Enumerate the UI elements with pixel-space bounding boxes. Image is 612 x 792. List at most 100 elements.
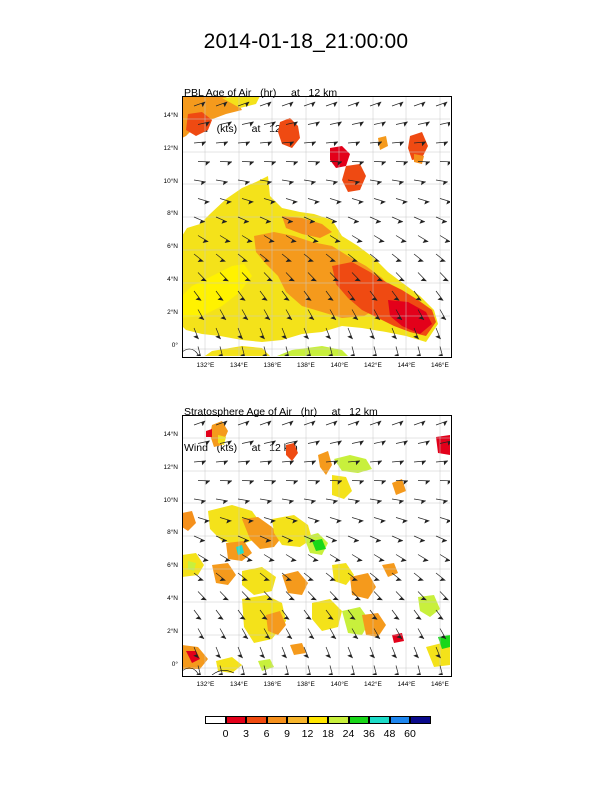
wind-barb	[281, 253, 292, 262]
wind-barb	[329, 517, 342, 522]
wind-barb-flag	[307, 258, 314, 262]
wind-barb	[439, 309, 447, 321]
wind-barb-flag	[419, 539, 425, 543]
wind-barb	[439, 235, 450, 242]
wind-barb	[281, 101, 294, 107]
wind-barb-flag	[377, 141, 382, 147]
wind-barb-flag	[421, 460, 426, 466]
wind-barb-flag	[372, 354, 377, 356]
wind-barb-flag	[397, 220, 403, 224]
wind-barb	[435, 290, 444, 301]
wind-barb-flag	[446, 200, 450, 205]
wind-barb-flag	[306, 673, 311, 675]
wind-barb-flag	[201, 141, 206, 147]
wind-barb-flag	[239, 297, 246, 301]
wind-barb	[325, 216, 338, 223]
wind-barb	[193, 216, 206, 223]
lon-label: 132°E	[196, 362, 215, 369]
wind-barb-flag	[337, 121, 342, 127]
wind-barb-flag	[374, 635, 380, 639]
wind-barb-flag	[421, 141, 426, 147]
wind-barb-flag	[421, 500, 426, 505]
wind-barb	[347, 290, 356, 301]
wind-barb	[281, 460, 294, 463]
wind-barb	[325, 327, 331, 340]
wind-barb	[435, 327, 441, 340]
wind-barb	[351, 272, 361, 282]
wind-barb-flag	[397, 539, 403, 543]
wind-barb	[241, 665, 245, 675]
wind-barb	[303, 141, 316, 144]
wind-barb-flag	[261, 616, 268, 620]
wind-barb-flag	[315, 480, 320, 485]
wind-barb	[439, 591, 449, 601]
wind-barb-flag	[333, 101, 338, 108]
wind-barb-flag	[263, 577, 270, 581]
wind-barb	[263, 272, 273, 282]
wind-barb-flag	[242, 635, 248, 639]
wind-barb	[197, 665, 201, 675]
wind-barb-flag	[267, 500, 272, 505]
wind-barb	[391, 141, 404, 144]
wind-barb	[351, 346, 355, 356]
wind-barb	[285, 665, 289, 675]
wind-barb-flag	[286, 316, 292, 320]
wind-barb	[373, 517, 386, 522]
colorbar-label: 60	[404, 728, 416, 740]
wind-barb-flag	[199, 220, 205, 224]
wind-barb	[197, 309, 205, 321]
wind-barb	[259, 179, 272, 183]
wind-barb	[193, 290, 202, 301]
wind-barb	[369, 141, 382, 144]
wind-barb-flag	[311, 181, 316, 186]
wind-barb-flag	[332, 597, 339, 601]
wind-barb	[413, 460, 426, 463]
wind-barb-flag	[223, 460, 228, 466]
wind-barb-flag	[376, 278, 383, 282]
wind-barb-flag	[393, 616, 400, 620]
wind-barb-flag	[327, 616, 334, 620]
pbl-map-frame	[182, 96, 452, 358]
wind-barb-flag	[325, 335, 331, 340]
wind-barb	[351, 665, 355, 675]
wind-barb	[413, 216, 426, 223]
lon-label: 132°E	[196, 681, 215, 688]
wind-barb	[413, 327, 419, 340]
wind-barb-flag	[395, 577, 402, 581]
wind-barb	[241, 628, 249, 640]
wind-barb-flag	[271, 161, 276, 166]
wind-barb-flag	[371, 616, 378, 620]
wind-barb	[395, 591, 405, 601]
wind-barb-flag	[398, 278, 405, 282]
wind-barb	[439, 121, 450, 125]
wind-barb	[373, 272, 383, 282]
lat-label: 14°N	[163, 111, 178, 119]
wind-barb-flag	[215, 335, 221, 340]
wind-barb-flag	[267, 141, 272, 147]
pbl-age-of-air-map: 14°N 12°N 10°N 8°N 6°N 4°N 2°N 0° 132°E 134°E 136…	[163, 96, 452, 369]
wind-barb-flag	[422, 239, 429, 243]
wind-barb-flag	[305, 616, 312, 620]
wind-barb	[259, 420, 272, 426]
wind-barb	[329, 198, 342, 203]
wind-barb-flag	[315, 440, 320, 446]
wind-barb-flag	[421, 420, 426, 427]
wind-barb	[263, 309, 271, 321]
wind-barb-flag	[263, 258, 270, 262]
wind-barb-flag	[424, 200, 430, 205]
wind-barb	[417, 517, 430, 522]
lon-label: 134°E	[230, 681, 248, 688]
wind-barb-flag	[336, 519, 342, 524]
wind-barb-flag	[356, 558, 363, 562]
wind-barb	[281, 290, 290, 301]
wind-barb-flag	[399, 101, 404, 108]
wind-barb-flag	[293, 121, 298, 127]
strat-coastline	[182, 667, 199, 675]
wind-barb-flag	[328, 354, 333, 356]
wind-barb-flag	[288, 597, 295, 601]
wind-barb	[259, 609, 268, 620]
wind-barb	[263, 628, 271, 640]
wind-barb-flag	[311, 460, 316, 466]
wind-barb	[281, 216, 294, 223]
wind-barb-flag	[227, 121, 232, 127]
